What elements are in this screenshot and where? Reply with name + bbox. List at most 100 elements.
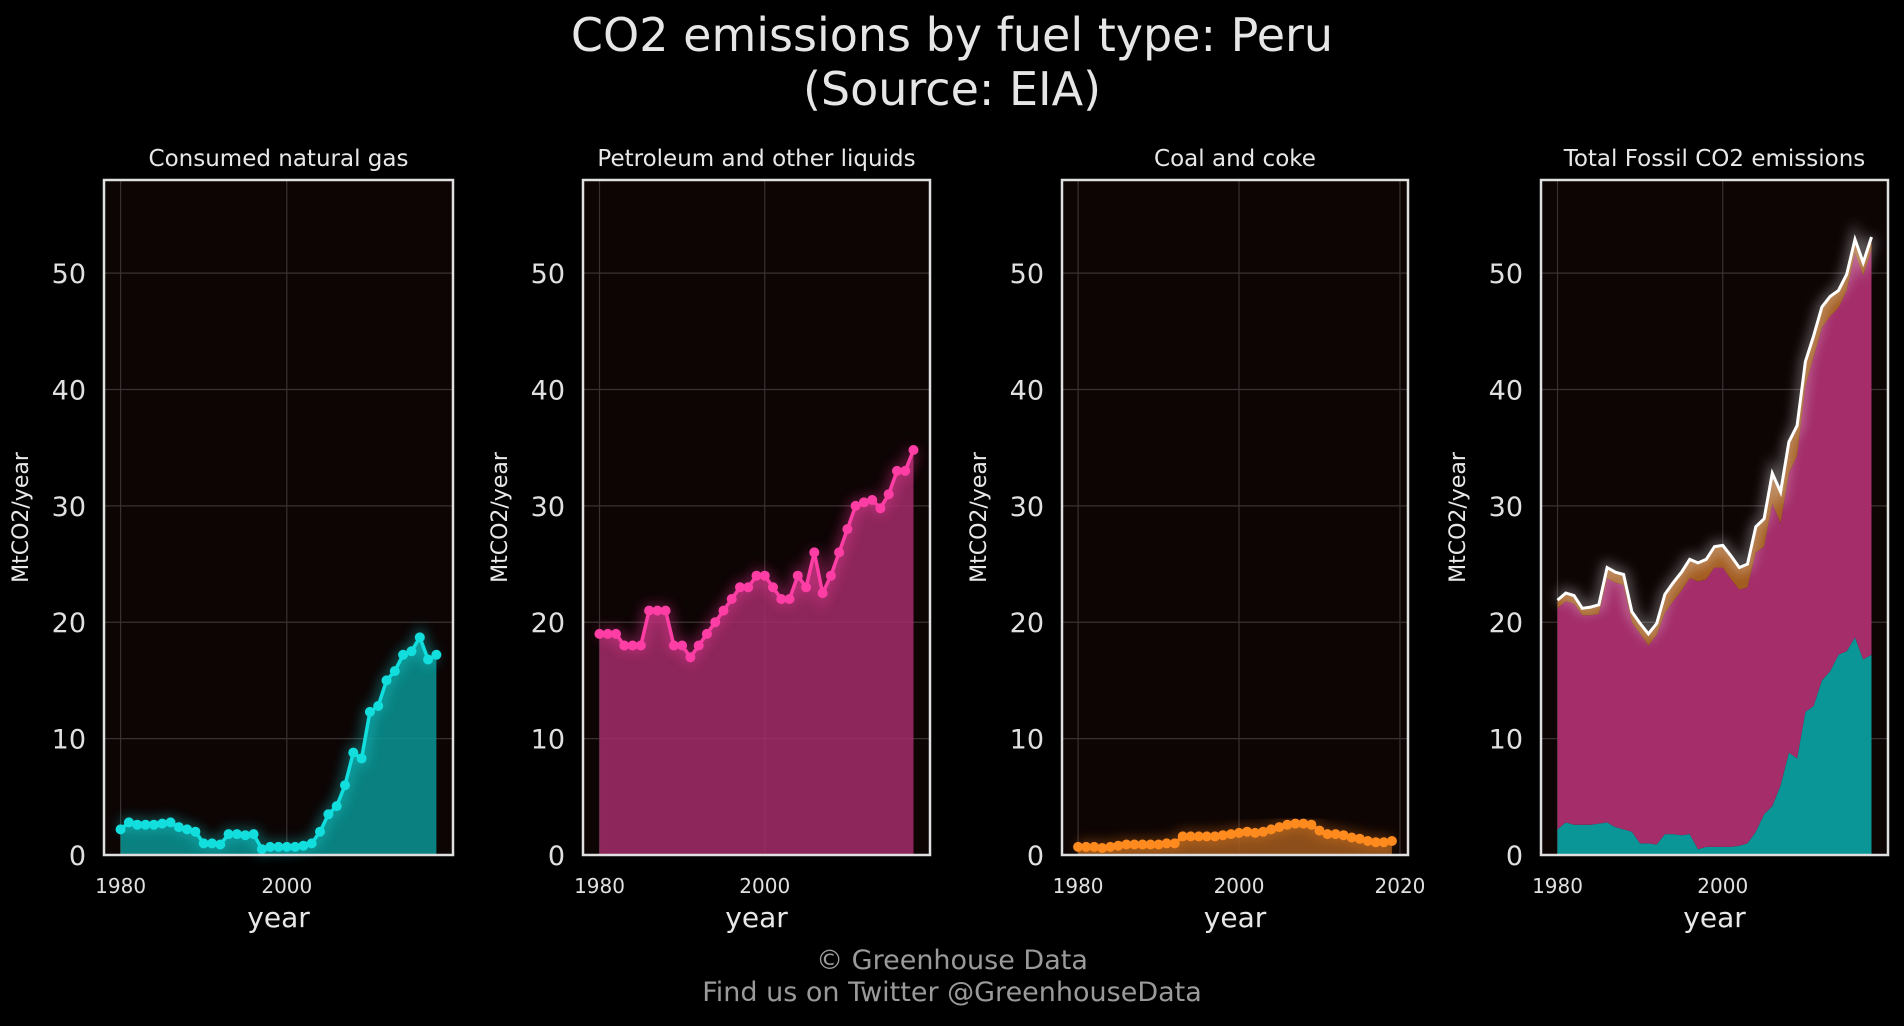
- data-point: [1137, 839, 1148, 850]
- y-tick-label: 40: [1489, 375, 1523, 406]
- panel-2: 0 10 20 30 40 50 1980 2000 Petroleum and other l…: [488, 146, 932, 934]
- data-point: [768, 582, 778, 593]
- data-point: [867, 495, 878, 505]
- y-tick-label: 40: [52, 375, 86, 406]
- data-point: [340, 780, 350, 791]
- y-tick-label: 0: [1027, 841, 1044, 872]
- plot-frame: [1060, 178, 1410, 857]
- y-tick-label: 10: [531, 725, 565, 756]
- y-tick-label: 0: [548, 841, 565, 872]
- data-point: [1354, 833, 1365, 844]
- data-point: [735, 582, 745, 593]
- data-point: [685, 652, 696, 663]
- data-point: [356, 753, 367, 764]
- data-point: [132, 819, 143, 830]
- data-point: [1274, 822, 1285, 833]
- data-point: [652, 605, 663, 616]
- stack-area-2: [1557, 249, 1872, 850]
- data-point: [1346, 832, 1357, 843]
- data-point: [1177, 831, 1188, 842]
- data-point: [373, 701, 384, 711]
- data-point: [908, 445, 919, 455]
- x-axis-label: year: [725, 901, 788, 934]
- y-tick-label: 30: [1010, 492, 1044, 523]
- panel-title: Total Fossil CO2 emissions: [1563, 146, 1866, 172]
- figure-title-block: CO2 emissions by fuel type: Peru (Source…: [0, 8, 1904, 117]
- data-point: [644, 605, 655, 616]
- data-point: [240, 830, 251, 841]
- data-point: [825, 570, 836, 581]
- data-point: [1161, 838, 1172, 849]
- y-tick-label: 50: [1010, 259, 1044, 290]
- data-point: [759, 570, 770, 581]
- data-point: [1153, 839, 1164, 850]
- data-point: [140, 819, 151, 830]
- total-line: [1556, 234, 1873, 637]
- data-point: [726, 594, 737, 604]
- data-point: [1306, 819, 1317, 830]
- data-point: [1314, 825, 1325, 836]
- data-point: [619, 640, 630, 651]
- data-point: [660, 605, 671, 616]
- data-point: [1386, 836, 1397, 846]
- data-point: [809, 547, 820, 558]
- data-point: [290, 841, 301, 852]
- data-point: [801, 582, 812, 593]
- x-axis-label: year: [1683, 901, 1746, 934]
- credit-block: © Greenhouse Data Find us on Twitter @Gr…: [0, 945, 1904, 1010]
- data-point: [414, 632, 425, 643]
- y-tick-label: 30: [52, 492, 86, 523]
- y-tick-label: 20: [1010, 608, 1044, 639]
- data-point: [1185, 831, 1196, 842]
- data-point: [381, 675, 392, 686]
- y-tick-label: 20: [1489, 608, 1523, 639]
- data-point: [348, 747, 359, 758]
- data-point: [875, 503, 886, 514]
- y-tick-label: 50: [1489, 259, 1523, 290]
- data-point: [232, 829, 242, 840]
- y-tick-label: 20: [52, 608, 86, 639]
- data-point: [1370, 837, 1381, 848]
- panel-1: 0 10 20 30 40 50 1980 2000 Consumed natural gas y…: [9, 146, 455, 934]
- data-point: [751, 570, 762, 581]
- data-point: [784, 594, 795, 604]
- data-point: [627, 640, 638, 651]
- data-point: [423, 654, 434, 665]
- data-point: [281, 841, 292, 852]
- data-point: [389, 666, 400, 677]
- x-tick-label: 1980: [95, 874, 146, 898]
- data-point: [1338, 830, 1349, 841]
- x-tick-label: 2000: [1697, 874, 1748, 898]
- x-axis-label: year: [1204, 901, 1267, 934]
- stack-area-1: [1557, 637, 1872, 855]
- data-point: [1298, 818, 1309, 829]
- data-point: [165, 817, 176, 828]
- x-axis-label: year: [247, 901, 310, 934]
- series-area: [120, 637, 437, 855]
- data-point: [273, 841, 284, 852]
- panel-title: Consumed natural gas: [149, 146, 409, 172]
- data-point: [611, 628, 621, 639]
- plot-frame: [1539, 178, 1890, 857]
- data-point: [1330, 829, 1341, 840]
- y-tick-label: 10: [1489, 725, 1523, 756]
- data-point: [223, 829, 234, 840]
- data-point: [431, 649, 442, 660]
- x-tick-label: 1980: [1532, 874, 1583, 898]
- data-point: [1290, 818, 1301, 829]
- data-point: [298, 840, 309, 851]
- panel-title: Coal and coke: [1154, 146, 1316, 172]
- data-point: [1258, 826, 1269, 837]
- stack-area-3: [1557, 237, 1872, 646]
- y-tick-label: 10: [52, 725, 86, 756]
- data-point: [743, 582, 754, 593]
- data-point: [256, 844, 267, 855]
- data-point: [858, 497, 869, 508]
- data-point: [792, 570, 803, 581]
- data-point: [883, 489, 894, 500]
- data-point: [834, 547, 845, 558]
- data-point: [248, 829, 259, 840]
- data-point: [842, 524, 853, 535]
- data-point: [1209, 831, 1220, 842]
